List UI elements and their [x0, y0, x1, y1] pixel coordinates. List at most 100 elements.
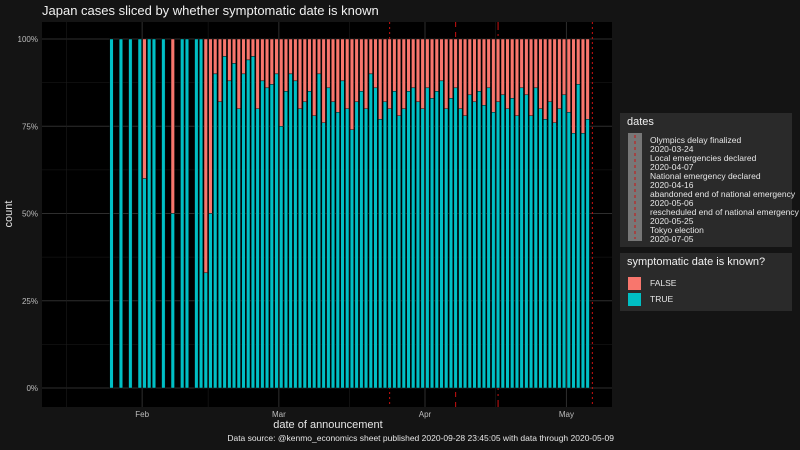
bar-true — [566, 112, 571, 389]
bar-true — [241, 73, 246, 389]
bar-true — [222, 56, 227, 389]
bar-false — [283, 38, 288, 92]
bar-false — [439, 38, 444, 82]
legend-dates-entry: Local emergencies declared — [650, 153, 757, 163]
bar-false — [387, 38, 392, 110]
bar-false — [269, 38, 274, 85]
bar-false — [448, 38, 453, 99]
bar-true — [373, 87, 378, 389]
bar-false — [302, 38, 307, 103]
bar-true — [458, 108, 463, 389]
bar-false — [250, 38, 255, 57]
bar-true — [397, 115, 402, 389]
bar-true — [434, 91, 439, 389]
bar-true — [510, 98, 515, 389]
bar-false — [274, 38, 279, 75]
bar-true — [557, 108, 562, 389]
bar-false — [354, 38, 359, 103]
bar-false — [368, 38, 373, 75]
bar-true — [151, 38, 156, 389]
bar-true — [203, 272, 208, 389]
bar-false — [552, 38, 557, 123]
bar-true — [538, 108, 543, 389]
bar-false — [203, 38, 208, 274]
x-tick-label: Mar — [272, 410, 286, 419]
bar-false — [232, 38, 237, 64]
bar-false — [562, 38, 567, 96]
bar-false — [453, 38, 458, 89]
legend-label-false: FALSE — [650, 278, 677, 288]
bar-false — [373, 38, 378, 89]
bar-false — [519, 38, 524, 89]
bars — [109, 38, 590, 389]
bar-true — [298, 108, 303, 389]
bar-true — [359, 91, 364, 389]
bar-true — [547, 101, 552, 389]
bar-false — [364, 38, 369, 110]
bar-false — [349, 38, 354, 130]
bar-false — [260, 38, 265, 82]
bar-true — [288, 73, 293, 389]
bar-false — [401, 38, 406, 110]
legend-dates-entry: 2020-05-06 — [650, 198, 694, 208]
legend-dates-entry: abandoned end of national emergency — [650, 189, 796, 199]
legend-dates-entry: 2020-07-05 — [650, 234, 694, 244]
bar-true — [364, 108, 369, 389]
bar-false — [378, 38, 383, 120]
bar-true — [406, 91, 411, 389]
legend-dates-key — [628, 133, 642, 241]
bar-false — [434, 38, 439, 92]
bar-true — [354, 101, 359, 389]
bar-true — [161, 38, 166, 389]
bar-true — [194, 38, 199, 389]
bar-true — [524, 94, 529, 389]
bar-false — [246, 38, 251, 61]
bar-true — [227, 80, 232, 389]
bar-false — [255, 38, 260, 110]
x-tick-labels: Feb Mar Apr May — [135, 410, 574, 419]
bar-true — [368, 73, 373, 389]
bar-false — [524, 38, 529, 96]
y-tick-label: 50% — [22, 210, 38, 219]
bar-true — [411, 87, 416, 389]
bar-false — [236, 38, 241, 110]
bar-true — [514, 115, 519, 389]
bar-false — [298, 38, 303, 110]
legend-dates-entry: 2020-04-16 — [650, 180, 694, 190]
bar-true — [199, 38, 204, 389]
legend-dates-entry: 2020-03-24 — [650, 144, 694, 154]
bar-true — [448, 98, 453, 389]
bar-false — [321, 38, 326, 123]
bar-true — [401, 108, 406, 389]
bar-false — [557, 38, 562, 110]
bar-false — [307, 38, 312, 92]
y-tick-label: 25% — [22, 297, 38, 306]
bar-false — [227, 38, 232, 82]
bar-true — [255, 108, 260, 389]
bar-true — [260, 80, 265, 389]
bar-true — [208, 213, 213, 389]
bar-true — [486, 87, 491, 389]
bar-false — [265, 38, 270, 89]
legend-key-false — [628, 277, 641, 290]
bar-true — [387, 108, 392, 389]
bar-false — [316, 38, 321, 75]
bar-true — [472, 101, 477, 389]
bar-true — [491, 112, 496, 389]
bar-true — [467, 94, 472, 389]
bar-true — [585, 119, 590, 389]
bar-false — [222, 38, 227, 57]
x-tick-label: May — [559, 410, 574, 419]
bar-true — [477, 91, 482, 389]
bar-false — [481, 38, 486, 106]
bar-false — [576, 38, 581, 85]
bar-false — [359, 38, 364, 92]
bar-false — [430, 38, 435, 99]
bar-true — [109, 38, 114, 389]
bar-false — [543, 38, 548, 120]
bar-true — [519, 87, 524, 389]
bar-true — [425, 87, 430, 389]
legend-dates-title: dates — [627, 116, 654, 128]
bar-true — [232, 63, 237, 389]
